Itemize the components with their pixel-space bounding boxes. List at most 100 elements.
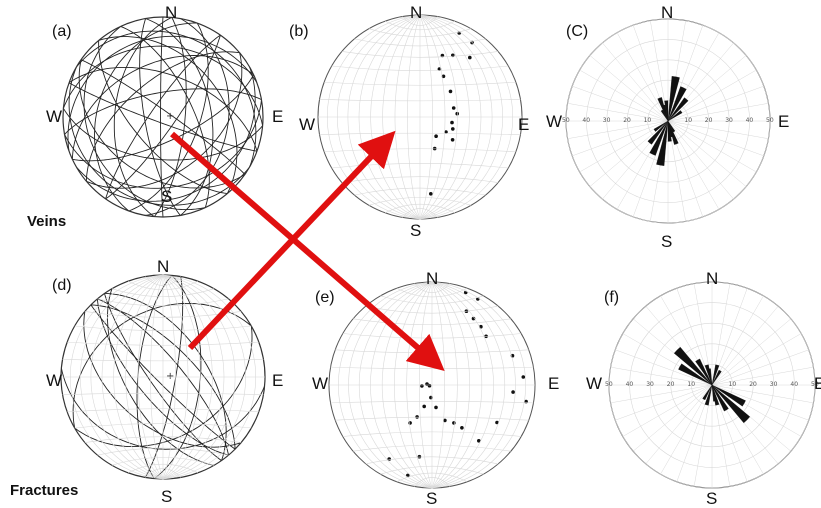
- panel-c-petal: [649, 120, 669, 156]
- panel-d-west-label: W: [46, 371, 63, 390]
- panel-c-north-label: N: [661, 3, 674, 22]
- panel-c-west-label: W: [546, 112, 563, 131]
- panel-f-spoke: [711, 384, 809, 421]
- panel-c-petal: [667, 97, 689, 122]
- panel-f-petal: [707, 368, 713, 386]
- panel-f-petal: [711, 384, 717, 402]
- panel-c-tick-label: 50: [766, 117, 774, 124]
- panel-f-petal: [704, 373, 713, 386]
- panel-a-great-circle: [139, 18, 181, 216]
- panel-c-spoke: [567, 103, 669, 122]
- panel-c-tick-label: 50: [562, 117, 570, 124]
- panel-d-east-label: E: [272, 371, 284, 390]
- panel-d-center-mark: +: [166, 371, 174, 382]
- panel-c-spoke: [667, 55, 747, 122]
- panel-b-east-label: E: [518, 115, 530, 134]
- panel-a-great-circle: [145, 18, 214, 216]
- panel-f-petal: [678, 363, 713, 386]
- panel-f-north-label: N: [706, 269, 719, 288]
- panel-f-petal: [704, 384, 713, 406]
- panel-c-petal: [667, 86, 687, 122]
- panel-c-spoke: [616, 32, 669, 122]
- panel-a-great-circle: [160, 17, 164, 217]
- panel-e-grid: [329, 281, 535, 489]
- panel-c-spoke: [579, 120, 669, 173]
- panel-a-label: (a): [52, 23, 72, 40]
- panel-f-east-label: E: [814, 374, 821, 393]
- panel-d-great-circle: [72, 302, 252, 429]
- panel-d-planes: [61, 275, 265, 479]
- panel-c-petal: [647, 120, 669, 145]
- panel-f-petal: [711, 364, 720, 386]
- panel-e-pole-point: [511, 390, 515, 394]
- panel-a-great-circle: [120, 25, 210, 208]
- panel-e-pole-point: [477, 439, 481, 443]
- panel-e-pole-point: [521, 375, 526, 379]
- panel-f-petal: [711, 384, 746, 407]
- panel-e-south-label: S: [426, 489, 438, 508]
- panel-c-spoke: [572, 85, 669, 122]
- panel-f-spoke: [711, 333, 802, 386]
- panel-a-planes: [63, 17, 263, 217]
- panel-c-spoke: [667, 120, 747, 187]
- panel-b-pole-point: [450, 120, 454, 125]
- panel-a-great-circle: [68, 66, 258, 152]
- panel-c-label: (C): [566, 23, 589, 40]
- panel-c-spoke: [589, 120, 669, 187]
- panel-c-spoke: [667, 85, 764, 122]
- panel-e-east-label: E: [548, 374, 560, 393]
- panel-d-great-circle: [90, 304, 236, 450]
- panel-a-great-circle: [83, 26, 206, 211]
- panel-c-tick-label: 20: [704, 117, 713, 124]
- panel-b-south-label: S: [410, 221, 422, 240]
- panel-f-petal: [711, 384, 751, 424]
- panel-e-pole-point: [443, 418, 447, 423]
- panel-e-pole-point: [420, 384, 424, 388]
- panel-a-great-circle: [67, 35, 258, 152]
- panel-f-tick-label: 30: [646, 381, 654, 388]
- panel-c-spoke: [572, 120, 669, 157]
- panel-a-great-circle: [63, 108, 263, 161]
- panel-f-petal: [711, 384, 720, 406]
- panel-b-pole-point: [468, 55, 472, 60]
- panel-f-spoke: [660, 384, 713, 475]
- row-label-fractures: Fractures: [10, 482, 79, 499]
- panel-f-petal: [711, 384, 720, 397]
- panel-e-pole-point: [495, 420, 499, 425]
- panel-c-tick-label: 10: [684, 117, 693, 124]
- panel-f-spoke: [711, 305, 779, 386]
- panel-f-label: (f): [604, 289, 620, 306]
- panel-e-pole-point: [425, 382, 429, 386]
- panel-a-great-circle: [153, 17, 187, 217]
- panel-f-spoke: [645, 384, 713, 465]
- panel-a-south-label: S: [161, 187, 173, 206]
- panel-f-petal: [702, 384, 713, 401]
- panel-c-spoke: [667, 120, 734, 200]
- panel-b-label: (b): [289, 23, 309, 40]
- panel-c-spoke: [602, 42, 669, 122]
- panel-f-spoke: [632, 384, 713, 452]
- panel-c-petal: [653, 120, 669, 132]
- panel-f-west-label: W: [586, 374, 603, 393]
- panel-a-great-circle: [78, 59, 246, 189]
- panel-b-pole-point: [448, 89, 453, 94]
- panel-c-south-label: S: [661, 232, 673, 251]
- panel-c-spoke: [667, 69, 757, 122]
- panel-b-pole-point: [440, 53, 445, 58]
- panel-a-center-mark: +: [166, 111, 174, 122]
- panel-d-great-circle: [83, 311, 242, 448]
- panel-a-great-circle: [68, 66, 250, 206]
- panel-f-spoke: [622, 384, 713, 437]
- panel-e-label: (e): [315, 289, 335, 306]
- row-label-veins: Veins: [27, 213, 67, 230]
- panel-a-great-circle: [64, 88, 262, 135]
- panel-b-pole-point: [434, 134, 438, 138]
- panel-f-tick-label: 20: [666, 381, 675, 388]
- panel-f-spoke: [615, 349, 713, 386]
- panel-a-east-label: E: [272, 107, 284, 126]
- panel-f-petals: [673, 346, 751, 424]
- panel-a-great-circle: [113, 17, 172, 217]
- panel-c-petal: [664, 100, 669, 122]
- panel-f-tick-label: 10: [728, 381, 737, 388]
